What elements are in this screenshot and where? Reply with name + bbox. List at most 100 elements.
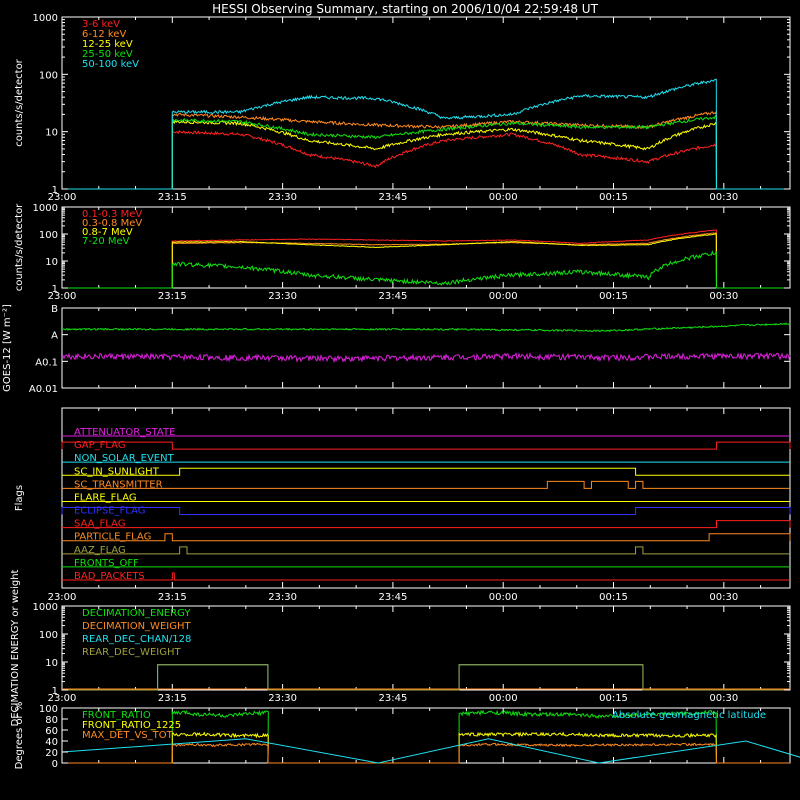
low-energy-legend-4: 50-100 keV xyxy=(82,59,139,70)
decimation-x-tick-label: 23:15 xyxy=(158,693,187,704)
flags-x-tick-label: 00:30 xyxy=(709,592,738,603)
goes-y-tick-label: A xyxy=(51,331,58,342)
high-energy-frame xyxy=(61,206,791,289)
low-energy-x-tick-label: 23:30 xyxy=(268,192,297,203)
flag-line-8 xyxy=(62,533,791,542)
flags-x-tick-label: 00:15 xyxy=(599,592,628,603)
low-energy-y-tick-label: 1000 xyxy=(33,13,58,24)
high-energy-x-tick-label: 00:30 xyxy=(709,291,738,302)
flags-x-tick-label: 23:15 xyxy=(158,592,187,603)
flag-line-9 xyxy=(62,546,790,555)
high-energy-y-label: counts/s/detector xyxy=(14,203,25,291)
ratios-plot xyxy=(61,709,800,764)
low-energy-y-tick-label: 100 xyxy=(39,70,58,81)
flag-line-11 xyxy=(62,572,790,581)
ratios-y-tick-label: 60 xyxy=(45,726,58,737)
high-energy-plot xyxy=(62,229,790,289)
decimation-y-label: DECIMATION ENERGY or weight xyxy=(10,569,21,726)
decimation-legend-0: DECIMATION_ENERGY xyxy=(82,608,191,619)
low-energy-y-tick-label: 10 xyxy=(45,128,58,139)
ratios-y-label: Degrees or % xyxy=(14,702,25,770)
low-energy-legend-3: 25-50 keV xyxy=(82,49,133,60)
low-energy-x-tick-label: 23:45 xyxy=(378,192,407,203)
flag-label-1: GAP_FLAG xyxy=(74,440,126,451)
goes-series-0 xyxy=(61,322,791,333)
high-energy-legend-0: 0.1-0.3 MeV xyxy=(82,209,142,220)
goes-y-label: GOES-12 [W m⁻²] xyxy=(2,304,13,392)
flag-label-8: PARTICLE_FLAG xyxy=(74,532,151,543)
decimation-x-tick-label: 00:00 xyxy=(489,693,518,704)
flags-x-tick-label: 23:30 xyxy=(268,592,297,603)
low-energy-y-label: counts/s/detector xyxy=(14,58,25,146)
low-energy-series-3 xyxy=(62,115,790,190)
ratios-legend-1: FRONT_RATIO_1225 xyxy=(82,720,181,731)
decimation-legend-3: REAR_DEC_WEIGHT xyxy=(82,647,181,658)
decimation-y-tick-label: 100 xyxy=(39,630,58,641)
flag-label-11: BAD_PACKETS xyxy=(74,571,145,582)
flags-x-tick-label: 00:00 xyxy=(489,592,518,603)
high-energy-legend-3: 7-20 MeV xyxy=(82,236,130,247)
ratios-y-tick-label: 80 xyxy=(45,715,58,726)
flag-label-10: FRONTS_OFF xyxy=(74,558,139,569)
high-energy-y-tick-label: 100 xyxy=(39,230,58,241)
flags-x-tick-label: 23:00 xyxy=(48,592,77,603)
ratios-legend-0: FRONT_RATIO xyxy=(82,710,151,721)
goes-y-tick-label: B xyxy=(51,304,58,315)
panels: 23:00 23:15 23:30 23:45 00:00 00:15 00:30 23:00… xyxy=(2,13,800,770)
low-energy-x-tick-label: 23:00 xyxy=(48,192,77,203)
flags-plot: ATTENUATOR_STATE GAP_FLAG NON_SOLAR_EVENT S… xyxy=(61,427,791,582)
low-energy-x-tick-label: 00:00 xyxy=(489,192,518,203)
decimation-series-2 xyxy=(62,664,790,691)
ratios-y-tick-label: 20 xyxy=(45,748,58,759)
high-energy-x-tick-label: 00:15 xyxy=(599,291,628,302)
flag-label-9: AAZ_FLAG xyxy=(74,545,126,556)
ratios-y-tick-label: 100 xyxy=(39,704,58,715)
low-energy-series-1 xyxy=(62,109,790,190)
decimation-series-3 xyxy=(62,664,790,691)
high-energy-x-tick-label: 23:30 xyxy=(268,291,297,302)
high-energy-legend-1: 0.3-0.8 MeV xyxy=(82,218,142,229)
decimation-x-tick-label: 23:45 xyxy=(378,693,407,704)
low-energy-frame xyxy=(61,16,791,190)
goes-y-tick-label: A0.01 xyxy=(29,384,58,395)
low-energy-plot xyxy=(62,78,790,190)
flags-y-label: Flags xyxy=(14,485,25,511)
ratios-y-tick-label: 0 xyxy=(52,759,58,770)
low-energy-legend-0: 3-6 keV xyxy=(82,19,120,30)
decimation-y-tick-label: 1 xyxy=(52,686,58,697)
high-energy-x-tick-label: 23:15 xyxy=(158,291,187,302)
decimation-y-tick-label: 1000 xyxy=(33,602,58,613)
ratios-series-3 xyxy=(61,738,800,764)
decimation-x-tick-label: 00:15 xyxy=(599,693,628,704)
goes-y-tick-label: A0.1 xyxy=(35,357,58,368)
flag-label-3: SC_IN_SUNLIGHT xyxy=(74,466,160,477)
high-energy-series-0 xyxy=(62,229,790,289)
ratios-legend-2: MAX_DET_VS_TOT xyxy=(82,730,174,741)
flag-label-0: ATTENUATOR_STATE xyxy=(74,427,175,438)
flag-label-2: NON_SOLAR_EVENT xyxy=(74,453,175,464)
low-energy-legend-1: 6-12 keV xyxy=(82,29,126,40)
high-energy-y-tick-label: 1000 xyxy=(33,203,58,214)
low-energy-x-tick-label: 00:30 xyxy=(709,192,738,203)
high-energy-series-2 xyxy=(62,233,790,289)
high-energy-y-tick-label: 1 xyxy=(52,284,58,295)
flag-line-3 xyxy=(62,467,790,476)
ratios-series-0 xyxy=(62,709,790,764)
flag-label-7: SAA_FLAG xyxy=(74,519,125,530)
high-energy-y-tick-label: 10 xyxy=(45,257,58,268)
flag-line-6 xyxy=(61,507,791,516)
high-energy-x-tick-label: 23:00 xyxy=(48,291,77,302)
ratios-annotation: Absolute geomagnetic latitude xyxy=(612,710,766,721)
ratios-y-tick-label: 40 xyxy=(45,737,58,748)
low-energy-y-tick-label: 1 xyxy=(52,185,58,196)
goes-frame xyxy=(61,307,791,389)
flags-x-tick-label: 23:45 xyxy=(378,592,407,603)
flag-label-5: FLARE_FLAG xyxy=(74,492,137,503)
goes-series-1 xyxy=(61,351,791,364)
low-energy-x-tick-label: 23:15 xyxy=(158,192,187,203)
decimation-legend-1: DECIMATION_WEIGHT xyxy=(82,621,191,632)
decimation-legend-2: REAR_DEC_CHAN/128 xyxy=(82,634,191,645)
low-energy-series-0 xyxy=(62,129,790,190)
low-energy-series-4 xyxy=(62,78,790,190)
